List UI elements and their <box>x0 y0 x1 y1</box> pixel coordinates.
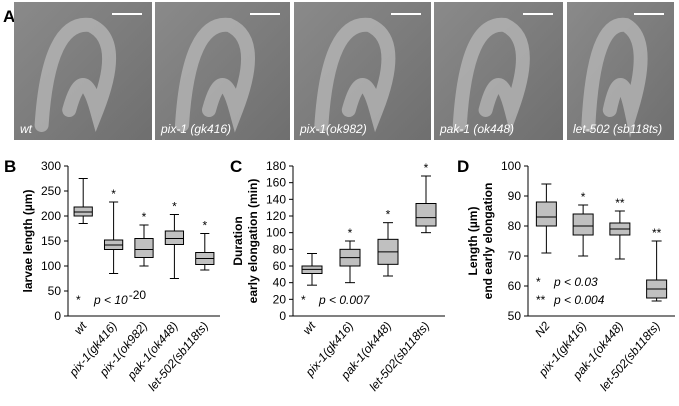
embryo <box>34 17 117 133</box>
y-tick-label: 0 <box>54 309 61 323</box>
y-tick-label: 50 <box>508 309 522 323</box>
image-label: let-502 (sb118ts) <box>573 122 662 136</box>
y-tick-label: 70 <box>508 249 522 263</box>
y-axis-label: early elongation (min) <box>246 179 260 304</box>
embryo <box>175 17 255 133</box>
significance: * <box>386 208 391 222</box>
image-label: pak-1 (ok448) <box>439 122 514 136</box>
note-marker: * <box>301 293 306 307</box>
box <box>572 213 594 236</box>
y-tick-label: 150 <box>41 234 61 248</box>
y-tick-label: 20 <box>273 292 287 306</box>
y-axis-label: Duration <box>231 216 245 265</box>
box <box>134 238 154 258</box>
y-tick-label: 100 <box>501 159 521 173</box>
significance: * <box>172 200 177 214</box>
significance: * <box>202 219 207 233</box>
significance: * <box>111 187 116 201</box>
y-tick-label: 100 <box>266 226 286 240</box>
y-tick-label: 250 <box>41 184 61 198</box>
image-label: wt <box>20 122 33 136</box>
y-tick-label: 50 <box>48 284 62 298</box>
y-axis-label: end early elongation <box>481 183 495 300</box>
box <box>415 203 437 227</box>
y-axis-label: Length (µm) <box>466 207 480 276</box>
y-tick-label: 0 <box>279 309 286 323</box>
significance: ** <box>615 196 625 210</box>
y-tick-label: 140 <box>266 192 286 206</box>
box <box>535 201 557 227</box>
note-text: p < 10 <box>93 293 128 307</box>
y-tick-label: 60 <box>273 259 287 273</box>
y-tick-label: 300 <box>41 159 61 173</box>
y-tick-label: 60 <box>508 279 522 293</box>
note-text: p < 0.004 <box>553 293 605 307</box>
panel-label: D <box>457 157 469 176</box>
embryo <box>314 17 396 133</box>
y-tick-label: 180 <box>266 159 286 173</box>
y-tick-label: 40 <box>273 276 287 290</box>
image-label: pix-1(ok982) <box>299 122 367 136</box>
note-marker: ** <box>536 293 546 307</box>
embryo <box>452 17 530 134</box>
y-tick-label: 120 <box>266 209 286 223</box>
box <box>164 230 185 245</box>
note-exponent: -20 <box>129 288 147 302</box>
x-tick-label: wt <box>71 318 90 337</box>
y-axis-label: larvae length (µm) <box>21 190 35 293</box>
panel-label: B <box>4 157 16 176</box>
panel-label: C <box>230 157 242 176</box>
y-tick-label: 100 <box>41 259 61 273</box>
embryo <box>581 17 648 138</box>
note-marker: * <box>536 275 541 289</box>
note-text: p < 0.007 <box>318 293 371 307</box>
x-tick-label: wt <box>300 318 319 337</box>
note-marker: * <box>76 293 81 307</box>
y-tick-label: 80 <box>508 219 522 233</box>
image-label: pix-1 (gk416) <box>160 122 231 136</box>
significance: * <box>581 190 586 204</box>
y-tick-label: 200 <box>41 209 61 223</box>
panel-label: A <box>3 7 15 26</box>
note-text: p < 0.03 <box>553 275 598 289</box>
significance: * <box>424 161 429 175</box>
y-tick-label: 80 <box>273 242 287 256</box>
significance: ** <box>652 226 662 240</box>
x-tick-label: N2 <box>532 319 553 340</box>
y-tick-label: 160 <box>266 176 286 190</box>
significance: * <box>142 210 147 224</box>
significance: * <box>348 226 353 240</box>
y-tick-label: 90 <box>508 189 522 203</box>
